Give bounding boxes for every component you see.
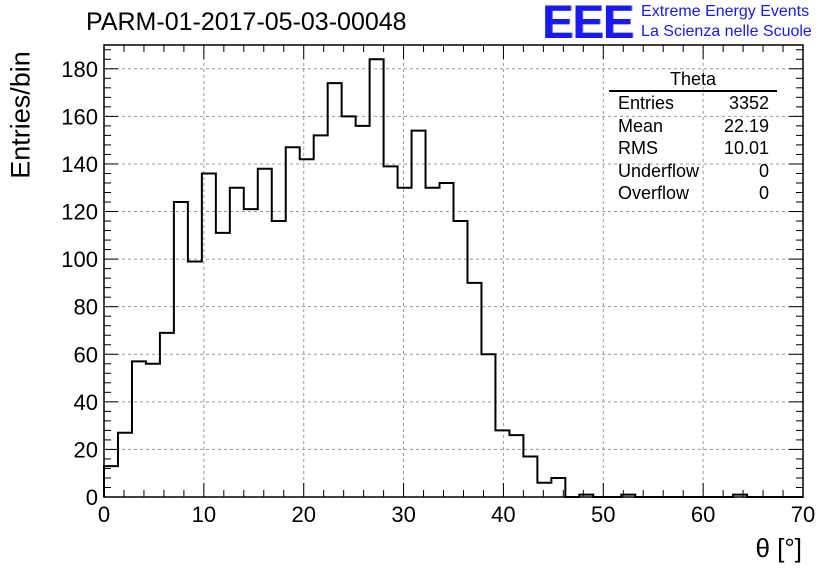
histogram-bin (454, 221, 468, 497)
histogram-bin (398, 188, 412, 497)
y-tick-label: 60 (74, 342, 98, 367)
histogram-bin (356, 126, 370, 497)
stats-label: Entries (618, 93, 675, 113)
histogram-bin (342, 116, 356, 497)
histogram-bin (523, 457, 537, 497)
stats-row-entries: Entries 3352 (609, 92, 777, 115)
histogram-outline (103, 58, 803, 498)
histogram-bin (314, 135, 328, 497)
x-axis-label: θ [°] (755, 533, 802, 563)
histogram-bin (286, 147, 300, 497)
y-tick-label: 140 (61, 152, 98, 177)
histogram-bin (146, 364, 160, 497)
histogram-bin (230, 188, 244, 497)
histogram-bin (244, 209, 258, 497)
stats-value: 3352 (728, 93, 769, 113)
y-tick-label: 80 (74, 295, 98, 320)
y-tick-label: 20 (74, 437, 98, 462)
histogram-bin (104, 466, 118, 497)
stats-value: 0 (758, 183, 769, 203)
histogram-bin (509, 435, 523, 497)
logo-mark: EEE (542, 0, 634, 48)
histogram-bin (174, 202, 188, 497)
x-tick-label: 10 (192, 502, 216, 527)
histogram-bin (258, 169, 272, 497)
histogram-bin (160, 333, 174, 497)
histogram-bin (132, 361, 146, 497)
stats-row-mean: Mean 22.19 (609, 115, 777, 138)
histogram-bin (440, 183, 454, 497)
histogram-bin (495, 430, 509, 497)
stats-box: Theta Entries 3352 Mean 22.19 RMS 10.01 … (609, 69, 777, 205)
x-tick-label: 60 (691, 502, 715, 527)
eee-logo: EEE Extreme Energy Events La Scienza nelle… (542, 0, 812, 48)
y-tick-labels: 0 20 40 60 80 100 120 140 160 180 (61, 57, 98, 510)
stats-label: Mean (618, 115, 664, 136)
grid-lines (104, 45, 803, 497)
stats-value: 0 (758, 160, 769, 181)
y-tick-label: 160 (61, 104, 98, 129)
stats-row-rms: RMS 10.01 (609, 137, 777, 160)
histogram-bin (384, 166, 398, 497)
x-tick-label: 30 (391, 502, 415, 527)
stats-label: Overflow (618, 183, 690, 203)
stats-row-underflow: Underflow 0 (609, 160, 777, 183)
stats-value: 10.01 (723, 138, 769, 158)
x-tick-labels: 0 10 20 30 40 50 60 70 (98, 502, 815, 527)
logo-line-1: Extreme Energy Events (641, 3, 810, 20)
histogram-bin (481, 354, 495, 497)
histogram-bin (118, 433, 132, 497)
x-tick-label: 20 (291, 502, 315, 527)
histogram-bin (370, 59, 384, 497)
histogram-bin (412, 131, 426, 497)
y-tick-label: 120 (61, 200, 98, 225)
axis-ticks (103, 45, 804, 498)
x-tick-label: 40 (491, 502, 515, 527)
y-tick-label: 40 (74, 390, 98, 415)
plot-frame (103, 44, 804, 498)
x-tick-label: 70 (791, 502, 815, 527)
x-tick-label: 50 (591, 502, 615, 527)
histogram-bin (328, 83, 342, 497)
chart-title: PARM-01-2017-05-03-00048 (86, 8, 407, 36)
stats-title: Theta (609, 69, 777, 92)
y-tick-label: 100 (61, 247, 98, 272)
histogram-bin (272, 221, 286, 497)
histogram-bin (300, 159, 314, 497)
x-tick-label: 0 (98, 502, 110, 527)
stats-value: 22.19 (723, 115, 769, 136)
histogram-bin (202, 173, 216, 497)
y-tick-label: 0 (86, 485, 98, 510)
stats-label: Underflow (618, 160, 700, 181)
y-tick-label: 180 (61, 57, 98, 82)
stats-row-overflow: Overflow 0 (609, 182, 777, 205)
histogram-bin (216, 233, 230, 497)
histogram-bin (426, 188, 440, 497)
histogram-bin (537, 483, 551, 497)
histogram-bins (103, 58, 803, 498)
histogram-bin (188, 261, 202, 497)
logo-text: Extreme Energy Events La Scienza nelle Sc… (641, 2, 812, 42)
logo-line-2: La Scienza nelle Scuole (641, 23, 812, 40)
histogram-bin (467, 283, 481, 497)
stats-label: RMS (618, 138, 658, 158)
